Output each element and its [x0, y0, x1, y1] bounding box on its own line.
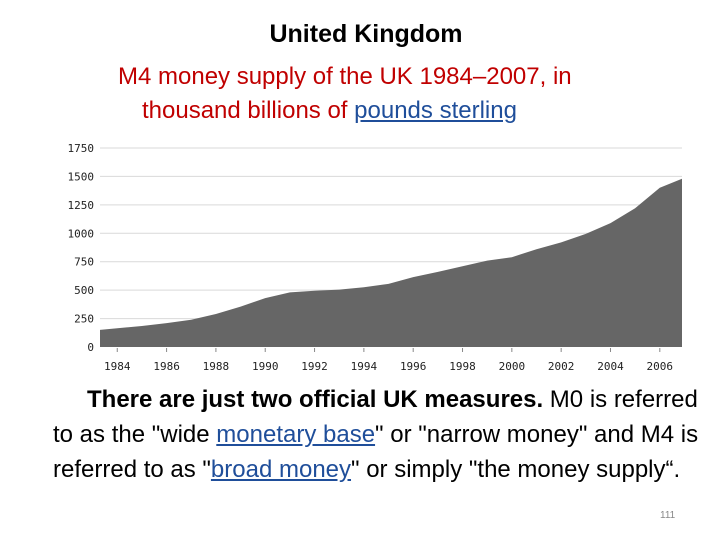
body-paragraph: There are just two official UK measures.… — [53, 382, 708, 487]
page-number: 111 — [660, 510, 676, 521]
y-tick-label: 0 — [87, 341, 94, 354]
y-tick-label: 250 — [74, 313, 94, 326]
chart-grid — [100, 147, 682, 320]
broad-money-link[interactable]: broad money — [210, 456, 352, 483]
body-text-part-1: M0 is referred to as the "wide — [53, 386, 698, 448]
y-tick-label: 1250 — [68, 199, 95, 212]
slide-title: United Kingdom — [269, 20, 463, 48]
y-tick-label: 1750 — [68, 142, 95, 155]
y-axis-ticks: 0 250 500 750 1000 1250 1500 1750 — [68, 142, 95, 354]
subtitle-line-2-text: thousand billions of — [142, 97, 355, 124]
x-tick-label: 1992 — [301, 360, 328, 373]
x-tick-label: 1998 — [449, 360, 476, 373]
y-tick-label: 1500 — [68, 170, 95, 183]
y-tick-label: 500 — [74, 284, 94, 297]
monetary-base-link[interactable]: monetary base — [216, 421, 376, 448]
chart-subtitle: M4 money supply of the UK 1984–2007, in … — [118, 60, 678, 128]
x-tick-label: 2004 — [597, 360, 624, 373]
x-tick-label: 1988 — [203, 360, 230, 373]
body-text-part-2: " or "narrow money" and M4 is referred t… — [53, 421, 699, 483]
m4-area-series — [100, 178, 682, 347]
subtitle-line-2: thousand billions of pounds sterling — [118, 94, 678, 128]
x-tick-label: 1984 — [104, 360, 131, 373]
body-text-part-3: " or simply "the money supply“. — [351, 456, 681, 483]
y-tick-label: 750 — [74, 256, 94, 269]
x-tick-label: 1994 — [351, 360, 378, 373]
x-axis-ticks: 1984 1986 1988 1990 1992 1994 1996 1998 2000 2002… — [104, 348, 673, 373]
x-tick-label: 2006 — [647, 360, 674, 373]
x-tick-label: 1990 — [252, 360, 279, 373]
x-tick-label: 2002 — [548, 360, 575, 373]
y-tick-label: 1000 — [68, 227, 95, 240]
pounds-sterling-link[interactable]: pounds sterling — [354, 97, 517, 124]
x-tick-label: 1986 — [153, 360, 180, 373]
x-tick-label: 2000 — [499, 360, 526, 373]
body-lead-text: There are just two official UK measures. — [87, 386, 544, 413]
subtitle-line-1: M4 money supply of the UK 1984–2007, in — [118, 63, 572, 90]
x-tick-label: 1996 — [400, 360, 427, 373]
